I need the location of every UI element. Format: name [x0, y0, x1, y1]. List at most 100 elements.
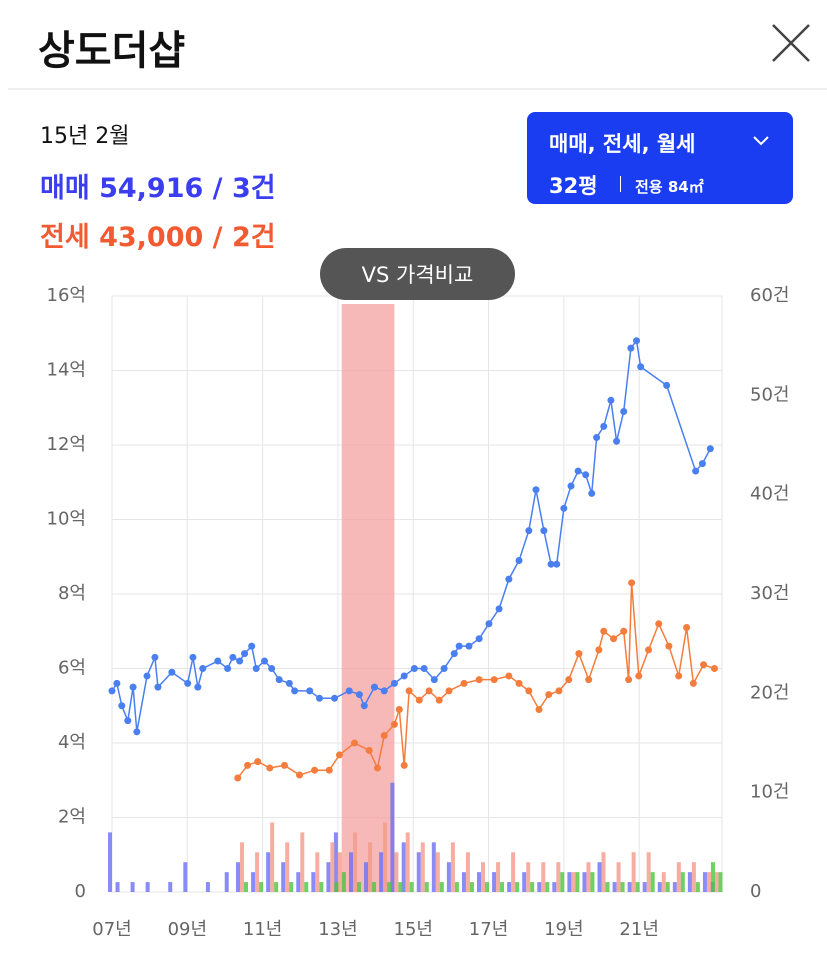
volume-bar [461, 872, 466, 892]
volume-bar [537, 882, 542, 892]
price-point [627, 344, 635, 352]
price-point [268, 665, 276, 672]
price-point [692, 467, 700, 475]
volume-bar [530, 882, 535, 892]
jeonse-text: 43,000 / 2건 [99, 222, 276, 253]
price-point [620, 407, 628, 415]
price-point [395, 705, 403, 713]
price-point [252, 665, 260, 672]
price-point [236, 657, 244, 665]
volume-bar [446, 862, 451, 892]
volume-bar [398, 882, 403, 892]
price-point [645, 646, 653, 654]
jeonse-info: 전세 43,000 / 2건 [40, 215, 276, 254]
volume-bar [661, 872, 666, 892]
compare-button[interactable]: VS 가격비교 [320, 248, 515, 300]
volume-bar [274, 882, 279, 892]
volume-bar [642, 882, 647, 892]
volume-bar [500, 882, 505, 892]
price-point [335, 751, 343, 759]
volume-bar [379, 852, 384, 892]
volume-bar [635, 882, 640, 892]
price-point [607, 396, 615, 404]
price-point [244, 761, 252, 769]
price-point [610, 635, 618, 643]
price-point [425, 687, 433, 695]
volume-bar [680, 872, 685, 892]
volume-bar [646, 852, 651, 892]
volume-bar [108, 832, 112, 892]
volume-bar [333, 832, 338, 892]
volume-bar [582, 872, 587, 892]
price-point [194, 683, 202, 691]
volume-bar [251, 872, 256, 892]
x-tick-label: 09년 [168, 919, 207, 940]
y-tick-label: 12억 [47, 434, 86, 455]
volume-bar [281, 862, 286, 892]
volume-bar [372, 882, 377, 892]
volume-bar [439, 882, 444, 892]
filter-button[interactable]: 매매, 전세, 월세 32평 전용 84㎡ [527, 112, 793, 204]
volume-bar [289, 882, 294, 892]
price-point [430, 676, 438, 684]
volume-bar [244, 882, 249, 892]
price-point [445, 687, 453, 695]
volume-bar [691, 862, 696, 892]
y-tick-label: 4억 [58, 732, 86, 753]
volume-bar [597, 862, 602, 892]
price-point [582, 471, 590, 479]
volume-bar [236, 862, 241, 892]
x-tick-label: 17년 [469, 919, 508, 940]
volume-bar [168, 882, 173, 892]
volume-bar [315, 852, 320, 892]
close-button[interactable] [770, 22, 812, 64]
price-point [706, 445, 714, 453]
volume-bar [541, 862, 546, 892]
price-point [593, 434, 601, 442]
volume-bar [387, 882, 392, 892]
price-point [547, 560, 555, 568]
price-point [214, 657, 222, 665]
price-point [224, 665, 232, 672]
y2-tick-label: 50건 [750, 384, 789, 405]
price-point [455, 642, 463, 650]
volume-bar [567, 872, 572, 892]
date: 15년 2월 [40, 124, 130, 149]
price-point [254, 758, 262, 766]
y-tick-label: 0 [75, 881, 86, 902]
price-point [311, 766, 319, 774]
price-point [285, 679, 293, 687]
volume-bar [383, 822, 388, 892]
filter-sep [620, 176, 621, 192]
volume-bar [304, 882, 309, 892]
price-point [555, 687, 563, 695]
price-point [360, 702, 368, 710]
price-point [370, 683, 378, 691]
price-point [108, 687, 116, 695]
volume-bar [334, 882, 339, 892]
volume-bar [676, 862, 681, 892]
y2-tick-label: 10건 [750, 782, 789, 803]
y2-tick-label: 60건 [750, 285, 789, 306]
y2-tick-label: 30건 [750, 583, 789, 604]
volume-bar [240, 842, 245, 892]
jeonse-label: 전세 [40, 222, 90, 253]
price-point [410, 665, 418, 672]
volume-bar [405, 832, 410, 892]
volume-bar [485, 882, 490, 892]
price-point [574, 467, 582, 475]
price-point [345, 687, 353, 695]
price-point [315, 694, 323, 702]
price-point [665, 642, 673, 650]
price-point [633, 337, 641, 345]
price-point [585, 676, 593, 684]
price-point [435, 696, 443, 704]
price-point [490, 676, 498, 684]
volume-bar [130, 882, 135, 892]
price-point [390, 720, 398, 728]
volume-bar [590, 872, 595, 892]
volume-bar [319, 882, 324, 892]
price-point [460, 679, 468, 687]
price-point [698, 460, 706, 468]
price-point [663, 381, 671, 389]
